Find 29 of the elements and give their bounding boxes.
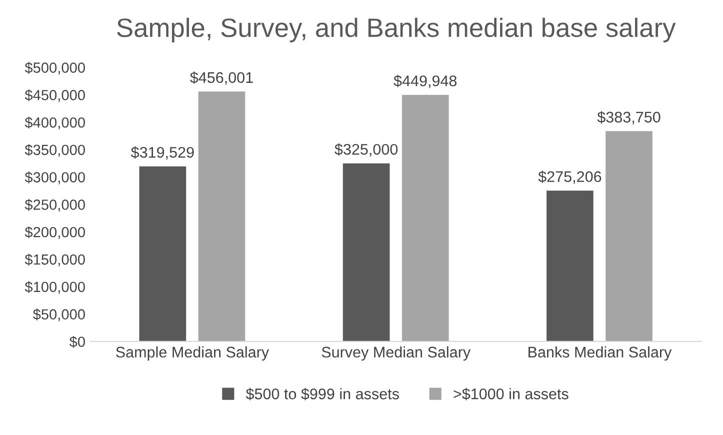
x-tick-label: Sample Median Salary xyxy=(116,346,270,361)
bar xyxy=(139,166,186,342)
y-tick-label: $0 xyxy=(69,336,85,348)
bar xyxy=(546,190,594,342)
bar xyxy=(402,94,449,342)
y-tick-label: $450,000 xyxy=(24,89,85,102)
x-tick-label: Survey Median Salary xyxy=(322,346,471,361)
bar xyxy=(198,92,246,342)
y-tick-label: $200,000 xyxy=(24,226,85,240)
y-tick-label: $350,000 xyxy=(24,144,85,157)
y-tick-label: $250,000 xyxy=(24,198,85,212)
data-label: $275,206 xyxy=(538,170,602,184)
data-label: $319,529 xyxy=(130,146,194,160)
bar xyxy=(606,131,652,342)
legend-label: >$1000 in assets xyxy=(454,388,568,400)
data-label: $325,000 xyxy=(334,143,398,157)
y-tick-label: $150,000 xyxy=(24,254,85,266)
y-tick-label: $300,000 xyxy=(24,172,85,184)
chart-title: Sample, Survey, and Banks median base salary xyxy=(117,18,676,42)
y-tick-label: $500,000 xyxy=(24,62,85,75)
y-tick-label: $400,000 xyxy=(24,116,85,130)
bar xyxy=(342,163,390,342)
data-label: $449,948 xyxy=(394,74,457,88)
x-tick-label: Banks Median Salary xyxy=(528,346,672,361)
y-tick-label: $100,000 xyxy=(24,281,85,294)
legend-label: $500 to $999 in assets xyxy=(246,388,399,400)
data-label: $383,750 xyxy=(597,111,660,124)
data-label: $456,001 xyxy=(190,72,253,85)
y-tick-label: $50,000 xyxy=(32,308,85,322)
